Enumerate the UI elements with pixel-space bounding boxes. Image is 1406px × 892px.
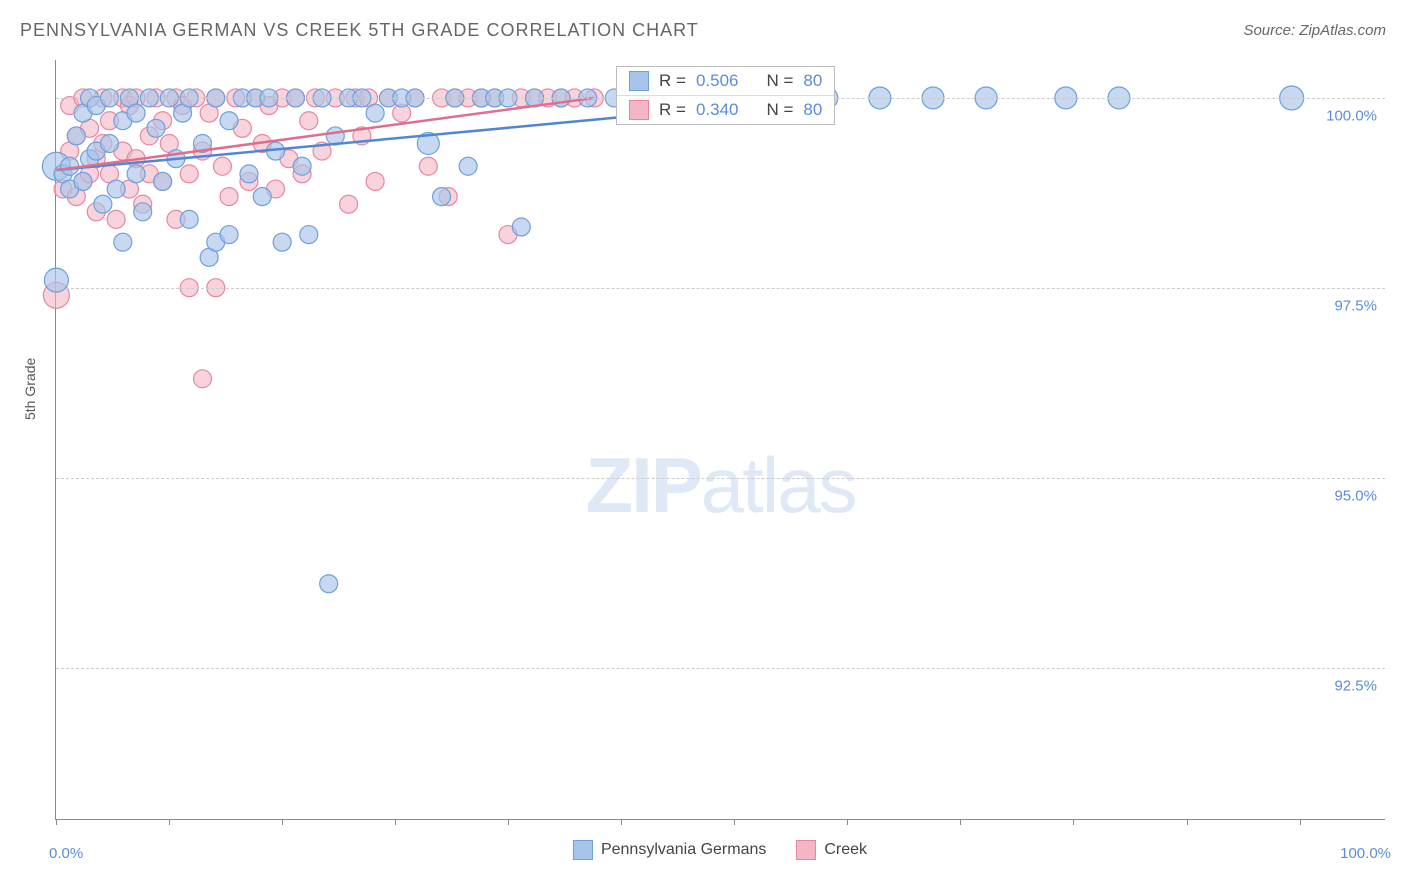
legend-row: R = 0.506 N = 80	[617, 67, 834, 95]
legend-swatch	[796, 840, 816, 860]
data-point	[107, 210, 125, 228]
data-point	[366, 104, 384, 122]
data-point	[127, 104, 145, 122]
data-point	[300, 226, 318, 244]
data-point	[340, 195, 358, 213]
data-point	[220, 226, 238, 244]
legend-r-label: R =	[659, 100, 686, 120]
plot-frame: ZIPatlas 92.5%95.0%97.5%100.0% R = 0.506…	[55, 60, 1385, 820]
legend-n-value: 80	[803, 100, 822, 120]
y-tick-label: 100.0%	[1326, 108, 1377, 125]
series-legend-label: Pennsylvania Germans	[601, 841, 766, 859]
data-point	[213, 157, 231, 175]
data-point	[127, 165, 145, 183]
data-point	[134, 203, 152, 221]
legend-n-label: N =	[766, 71, 793, 91]
x-tick	[734, 819, 735, 825]
data-point	[512, 218, 530, 236]
data-point	[114, 233, 132, 251]
x-tick	[169, 819, 170, 825]
chart-source: Source: ZipAtlas.com	[1243, 22, 1386, 39]
legend-r-value: 0.506	[696, 71, 739, 91]
data-point	[220, 112, 238, 130]
data-point	[300, 112, 318, 130]
data-point	[101, 135, 119, 153]
data-point	[240, 165, 258, 183]
data-point	[94, 195, 112, 213]
data-point	[67, 127, 85, 145]
y-axis-label: 5th Grade	[22, 358, 38, 420]
scatter-svg	[56, 60, 1385, 819]
series-legend-item: Creek	[796, 840, 867, 860]
data-point	[74, 172, 92, 190]
x-tick	[960, 819, 961, 825]
x-tick	[282, 819, 283, 825]
data-point	[107, 180, 125, 198]
chart-title: PENNSYLVANIA GERMAN VS CREEK 5TH GRADE C…	[20, 20, 699, 41]
x-tick	[395, 819, 396, 825]
data-point	[293, 157, 311, 175]
series-legend-label: Creek	[824, 841, 867, 859]
grid-line	[56, 668, 1385, 669]
data-point	[273, 233, 291, 251]
legend-r-label: R =	[659, 71, 686, 91]
chart-area: ZIPatlas 92.5%95.0%97.5%100.0% R = 0.506…	[55, 60, 1385, 820]
data-point	[433, 188, 451, 206]
chart-header: PENNSYLVANIA GERMAN VS CREEK 5TH GRADE C…	[20, 20, 1386, 41]
y-tick-label: 95.0%	[1334, 488, 1377, 505]
data-point	[366, 172, 384, 190]
grid-line	[56, 288, 1385, 289]
legend-n-label: N =	[766, 100, 793, 120]
data-point	[419, 157, 437, 175]
data-point	[220, 188, 238, 206]
data-point	[459, 157, 477, 175]
data-point	[154, 172, 172, 190]
series-legend: Pennsylvania Germans Creek	[573, 840, 867, 860]
legend-swatch	[573, 840, 593, 860]
y-tick-label: 92.5%	[1334, 678, 1377, 695]
series-legend-item: Pennsylvania Germans	[573, 840, 766, 860]
data-point	[193, 370, 211, 388]
x-tick	[847, 819, 848, 825]
x-axis-end-label: 100.0%	[1340, 845, 1391, 862]
data-point	[320, 575, 338, 593]
legend-n-value: 80	[803, 71, 822, 91]
x-tick	[1073, 819, 1074, 825]
x-tick	[56, 819, 57, 825]
x-tick	[508, 819, 509, 825]
x-tick	[621, 819, 622, 825]
data-point	[180, 210, 198, 228]
legend-row: R = 0.340 N = 80	[617, 95, 834, 124]
data-point	[147, 119, 165, 137]
data-point	[253, 188, 271, 206]
legend-swatch	[629, 100, 649, 120]
x-axis-start-label: 0.0%	[49, 845, 83, 862]
correlation-legend: R = 0.506 N = 80 R = 0.340 N = 80	[616, 66, 835, 125]
x-tick	[1187, 819, 1188, 825]
data-point	[180, 165, 198, 183]
y-tick-label: 97.5%	[1334, 298, 1377, 315]
legend-swatch	[629, 71, 649, 91]
grid-line	[56, 478, 1385, 479]
legend-r-value: 0.340	[696, 100, 739, 120]
x-tick	[1300, 819, 1301, 825]
